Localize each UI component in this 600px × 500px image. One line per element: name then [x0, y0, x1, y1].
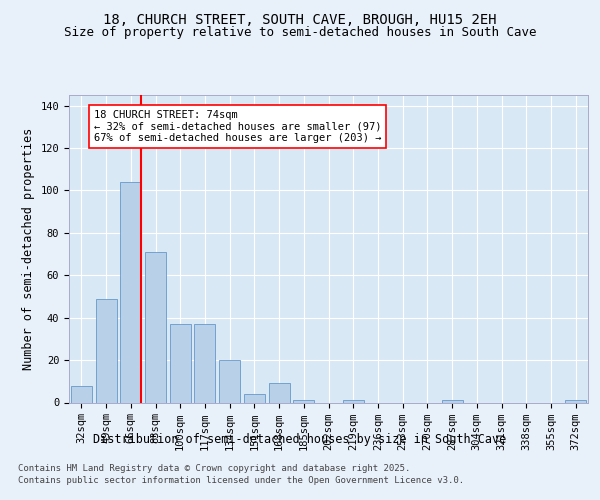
Bar: [442, 400, 463, 402]
Text: Distribution of semi-detached houses by size in South Cave: Distribution of semi-detached houses by …: [94, 432, 506, 446]
Bar: [120, 182, 141, 402]
Text: Size of property relative to semi-detached houses in South Cave: Size of property relative to semi-detach…: [64, 26, 536, 39]
Bar: [293, 400, 314, 402]
Bar: [244, 394, 265, 402]
Text: 18 CHURCH STREET: 74sqm
← 32% of semi-detached houses are smaller (97)
67% of se: 18 CHURCH STREET: 74sqm ← 32% of semi-de…: [94, 110, 381, 143]
Bar: [170, 324, 191, 402]
Text: Contains HM Land Registry data © Crown copyright and database right 2025.: Contains HM Land Registry data © Crown c…: [18, 464, 410, 473]
Text: 18, CHURCH STREET, SOUTH CAVE, BROUGH, HU15 2EH: 18, CHURCH STREET, SOUTH CAVE, BROUGH, H…: [103, 12, 497, 26]
Bar: [219, 360, 240, 403]
Bar: [343, 400, 364, 402]
Bar: [194, 324, 215, 402]
Bar: [95, 298, 116, 403]
Text: Contains public sector information licensed under the Open Government Licence v3: Contains public sector information licen…: [18, 476, 464, 485]
Bar: [269, 384, 290, 402]
Bar: [145, 252, 166, 402]
Bar: [565, 400, 586, 402]
Y-axis label: Number of semi-detached properties: Number of semi-detached properties: [22, 128, 35, 370]
Bar: [71, 386, 92, 402]
